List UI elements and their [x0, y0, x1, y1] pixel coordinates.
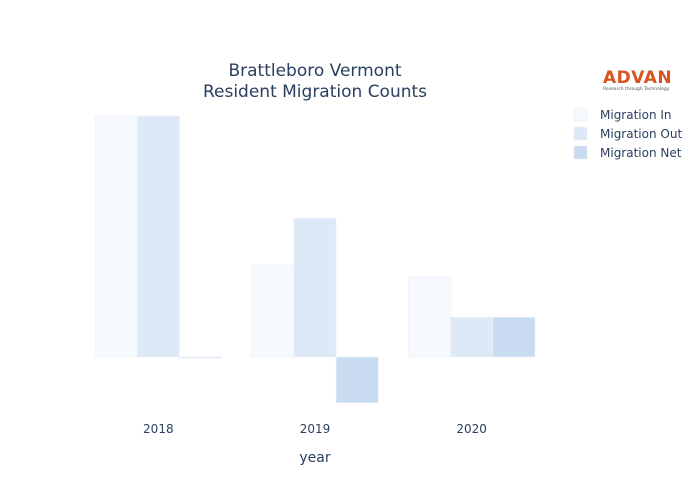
x-tick-label-2018: 2018: [143, 422, 174, 436]
bar-migration-in-2020: [408, 275, 451, 358]
logo-tagline: Research through Technology: [603, 86, 670, 92]
bar-migration-in-2018: [94, 115, 138, 358]
x-tick-label-2020: 2020: [456, 422, 487, 436]
legend-swatch-migration-out[interactable]: [573, 126, 588, 141]
x-tick-label-2019: 2019: [300, 422, 331, 436]
chart-subtitle: Resident Migration Counts: [203, 82, 427, 102]
legend: Migration In Migration Out Migration Net: [573, 107, 682, 160]
bar-migration-out-2020: [450, 316, 494, 358]
chart-title: Brattleboro Vermont: [228, 61, 401, 81]
bar-migration-net-2020: [492, 316, 536, 358]
logo-brand: ADVAN: [603, 68, 672, 88]
legend-label-migration-in[interactable]: Migration In: [600, 108, 672, 122]
x-axis-ticks: 2018 2019 2020: [143, 422, 487, 436]
bar-migration-out-2019: [293, 218, 337, 358]
legend-label-migration-net[interactable]: Migration Net: [600, 146, 682, 160]
legend-label-migration-out[interactable]: Migration Out: [600, 127, 682, 141]
bar-migration-out-2018: [136, 115, 180, 358]
x-axis-title: year: [299, 450, 330, 466]
bar-migration-net-2018: [179, 356, 222, 359]
bar-migration-in-2019: [251, 263, 295, 358]
advan-logo: ADVAN Research through Technology: [603, 68, 672, 92]
plot-area: [94, 115, 536, 404]
legend-swatch-migration-net[interactable]: [573, 145, 588, 160]
legend-swatch-migration-in[interactable]: [573, 107, 588, 122]
bar-migration-net-2019: [335, 356, 379, 404]
